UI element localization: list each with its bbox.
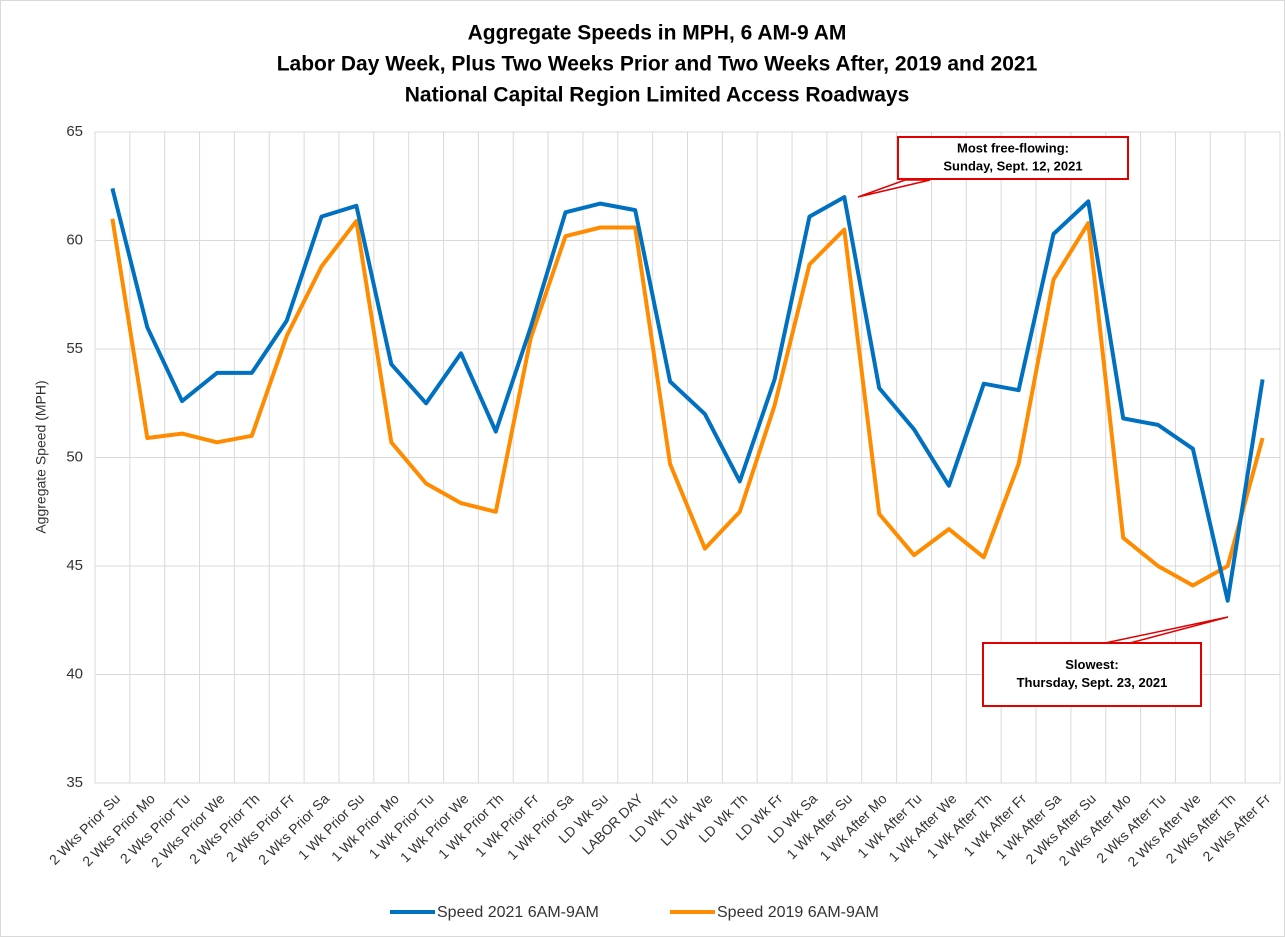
legend-label: Speed 2021 6AM-9AM: [437, 904, 599, 921]
annotation-text: Most free-flowing:: [957, 140, 1069, 155]
chart-title: Aggregate Speeds in MPH, 6 AM-9 AM: [468, 22, 847, 45]
annotation-box: [982, 642, 1202, 707]
y-tick-label: 45: [66, 557, 83, 574]
annotation-text: Thursday, Sept. 23, 2021: [1017, 675, 1168, 690]
chart-title: Labor Day Week, Plus Two Weeks Prior and…: [277, 53, 1038, 76]
series-line: [110, 218, 1265, 588]
chart-title: National Capital Region Limited Access R…: [405, 84, 910, 107]
annotation-text: Slowest:: [1065, 657, 1118, 672]
y-tick-label: 60: [66, 231, 83, 248]
y-axis-label: Aggregate Speed (MPH): [33, 380, 49, 533]
y-tick-label: 65: [66, 123, 83, 140]
annotation-text: Sunday, Sept. 12, 2021: [943, 158, 1082, 173]
y-tick-label: 50: [66, 448, 83, 465]
y-tick-label: 55: [66, 340, 83, 357]
legend-label: Speed 2019 6AM-9AM: [717, 904, 879, 921]
y-tick-label: 35: [66, 774, 83, 791]
y-tick-label: 40: [66, 665, 83, 682]
series-line: [110, 187, 1265, 603]
annotation-box: [897, 136, 1129, 180]
